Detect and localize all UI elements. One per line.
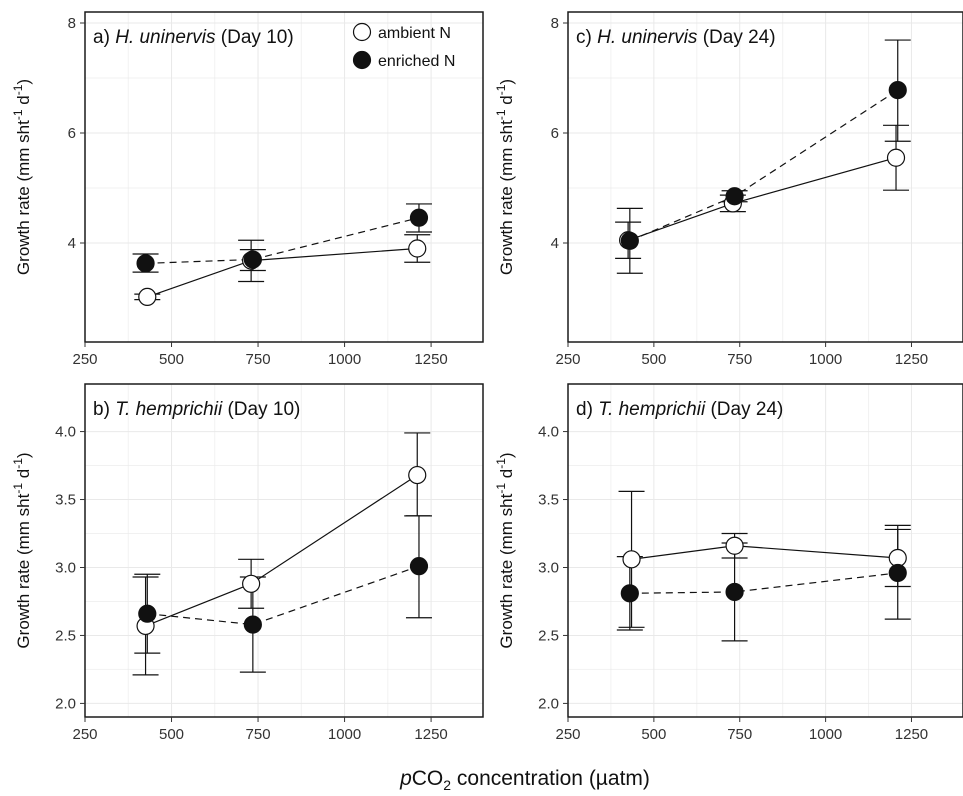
y-axis-label-a: Growth rate (mm sht-1 d-1): [11, 79, 33, 275]
data-point-a-1-1: [243, 250, 262, 269]
y-tick-label-a-2: 8: [68, 15, 76, 32]
y-tick-label-b-2: 3.0: [55, 559, 76, 576]
y-tick-label-c-0: 4: [551, 235, 559, 252]
series-line-a-1: [145, 217, 420, 264]
plot-frame-b: [84, 383, 484, 718]
y-tick-label-a-1: 6: [68, 125, 76, 142]
data-point-d-0-0: [622, 550, 641, 569]
data-point-c-1-0: [620, 231, 639, 250]
series-line-d-1: [629, 572, 898, 594]
data-point-c-0-2: [886, 148, 906, 167]
panel-title-d: d) T. hemprichii (Day 24): [576, 399, 783, 420]
x-tick-label-a-2: 750: [246, 351, 271, 368]
data-point-b-1-2: [409, 557, 429, 576]
data-point-b-1-1: [243, 615, 262, 634]
data-point-a-1-2: [409, 208, 429, 227]
data-point-d-1-1: [725, 582, 744, 602]
data-point-b-0-1: [242, 574, 261, 593]
x-tick-label-d-2: 750: [727, 726, 752, 743]
series-line-a-0: [147, 247, 418, 298]
series-line-c-1: [629, 89, 899, 242]
legend-marker-enriched: [352, 50, 372, 70]
y-axis-label-d: Growth rate (mm sht-1 d-1): [494, 452, 516, 648]
y-tick-label-d-4: 4.0: [538, 424, 559, 441]
grid-d: [568, 384, 963, 717]
y-tick-label-b-0: 2.0: [55, 695, 76, 712]
legend-label-enriched: enriched N: [378, 53, 455, 70]
data-point-c-1-1: [725, 187, 744, 206]
x-tick-label-c-4: 1250: [895, 351, 928, 368]
data-point-a-0-0: [138, 287, 157, 306]
x-tick-label-c-0: 250: [555, 351, 580, 368]
x-tick-label-b-2: 750: [246, 726, 271, 743]
x-axis-label: pCO2 concentration (µatm): [399, 767, 650, 793]
y-tick-label-b-4: 4.0: [55, 424, 76, 441]
y-tick-label-b-3: 3.5: [55, 492, 76, 509]
x-tick-label-d-4: 1250: [895, 726, 928, 743]
data-point-c-1-2: [888, 80, 907, 100]
panel-b: 250 500 750 1000 1250 2.0 2.5 3.0 3.5 4.0 Growth r…: [11, 383, 484, 743]
x-tick-label-b-0: 250: [72, 726, 97, 743]
data-point-a-0-2: [408, 239, 427, 258]
panel-title-a: a) H. uninervis (Day 10): [93, 27, 294, 48]
plot-frame-a: [84, 11, 484, 343]
panels: 250 500 750 1000 1250 4 6 8 Growth rate (mm sht-…: [11, 11, 963, 743]
series-line-b-1: [147, 565, 420, 626]
series-line-d-0: [631, 545, 898, 560]
y-axis-label-c: Growth rate (mm sht-1 d-1): [494, 79, 516, 275]
x-tick-label-a-0: 250: [72, 351, 97, 368]
data-point-d-1-2: [888, 563, 907, 583]
data-point-b-1-0: [138, 604, 157, 623]
y-tick-label-d-0: 2.0: [538, 695, 559, 712]
panel-a: 250 500 750 1000 1250 4 6 8 Growth rate (mm sht-…: [11, 11, 484, 368]
data-point-a-1-0: [136, 254, 155, 273]
y-tick-label-d-1: 2.5: [538, 627, 559, 644]
legend-marker-ambient: [352, 22, 372, 42]
plot-frame-d: [567, 383, 963, 718]
data-point-b-0-2: [408, 465, 427, 485]
legend-label-ambient: ambient N: [378, 25, 451, 42]
panel-c: 250 500 750 1000 1250 4 6 8 Growth rate (mm sht-…: [494, 11, 963, 368]
x-tick-label-d-3: 1000: [809, 726, 842, 743]
y-tick-label-a-0: 4: [68, 235, 76, 252]
data-point-d-0-1: [725, 536, 744, 555]
y-tick-label-d-2: 3.0: [538, 559, 559, 576]
grid-c: [568, 12, 963, 342]
panel-title-b: b) T. hemprichii (Day 10): [93, 399, 300, 420]
grid-b: [85, 384, 483, 717]
y-tick-label-c-1: 6: [551, 125, 559, 142]
x-tick-label-a-4: 1250: [414, 351, 447, 368]
series-line-b-0: [145, 474, 418, 627]
x-tick-label-c-1: 500: [641, 351, 666, 368]
x-tick-label-c-2: 750: [727, 351, 752, 368]
panel-title-c: c) H. uninervis (Day 24): [576, 27, 776, 48]
x-tick-label-a-3: 1000: [328, 351, 361, 368]
legend: ambient N enriched N: [352, 22, 455, 70]
x-tick-label-d-0: 250: [555, 726, 580, 743]
x-tick-label-d-1: 500: [641, 726, 666, 743]
y-axis-label-b: Growth rate (mm sht-1 d-1): [11, 452, 33, 648]
x-tick-label-b-1: 500: [159, 726, 184, 743]
y-tick-label-c-2: 8: [551, 15, 559, 32]
x-tick-label-a-1: 500: [159, 351, 184, 368]
data-point-d-1-0: [620, 584, 639, 603]
y-tick-label-d-3: 3.5: [538, 492, 559, 509]
series-line-c-0: [627, 157, 897, 241]
grid-a: [85, 12, 483, 342]
panel-d: 250 500 750 1000 1250 2.0 2.5 3.0 3.5 4.0 Growth r…: [494, 383, 963, 743]
plot-frame-c: [567, 11, 963, 343]
x-tick-label-b-4: 1250: [414, 726, 447, 743]
y-tick-label-b-1: 2.5: [55, 627, 76, 644]
x-tick-label-b-3: 1000: [328, 726, 361, 743]
x-tick-label-c-3: 1000: [809, 351, 842, 368]
